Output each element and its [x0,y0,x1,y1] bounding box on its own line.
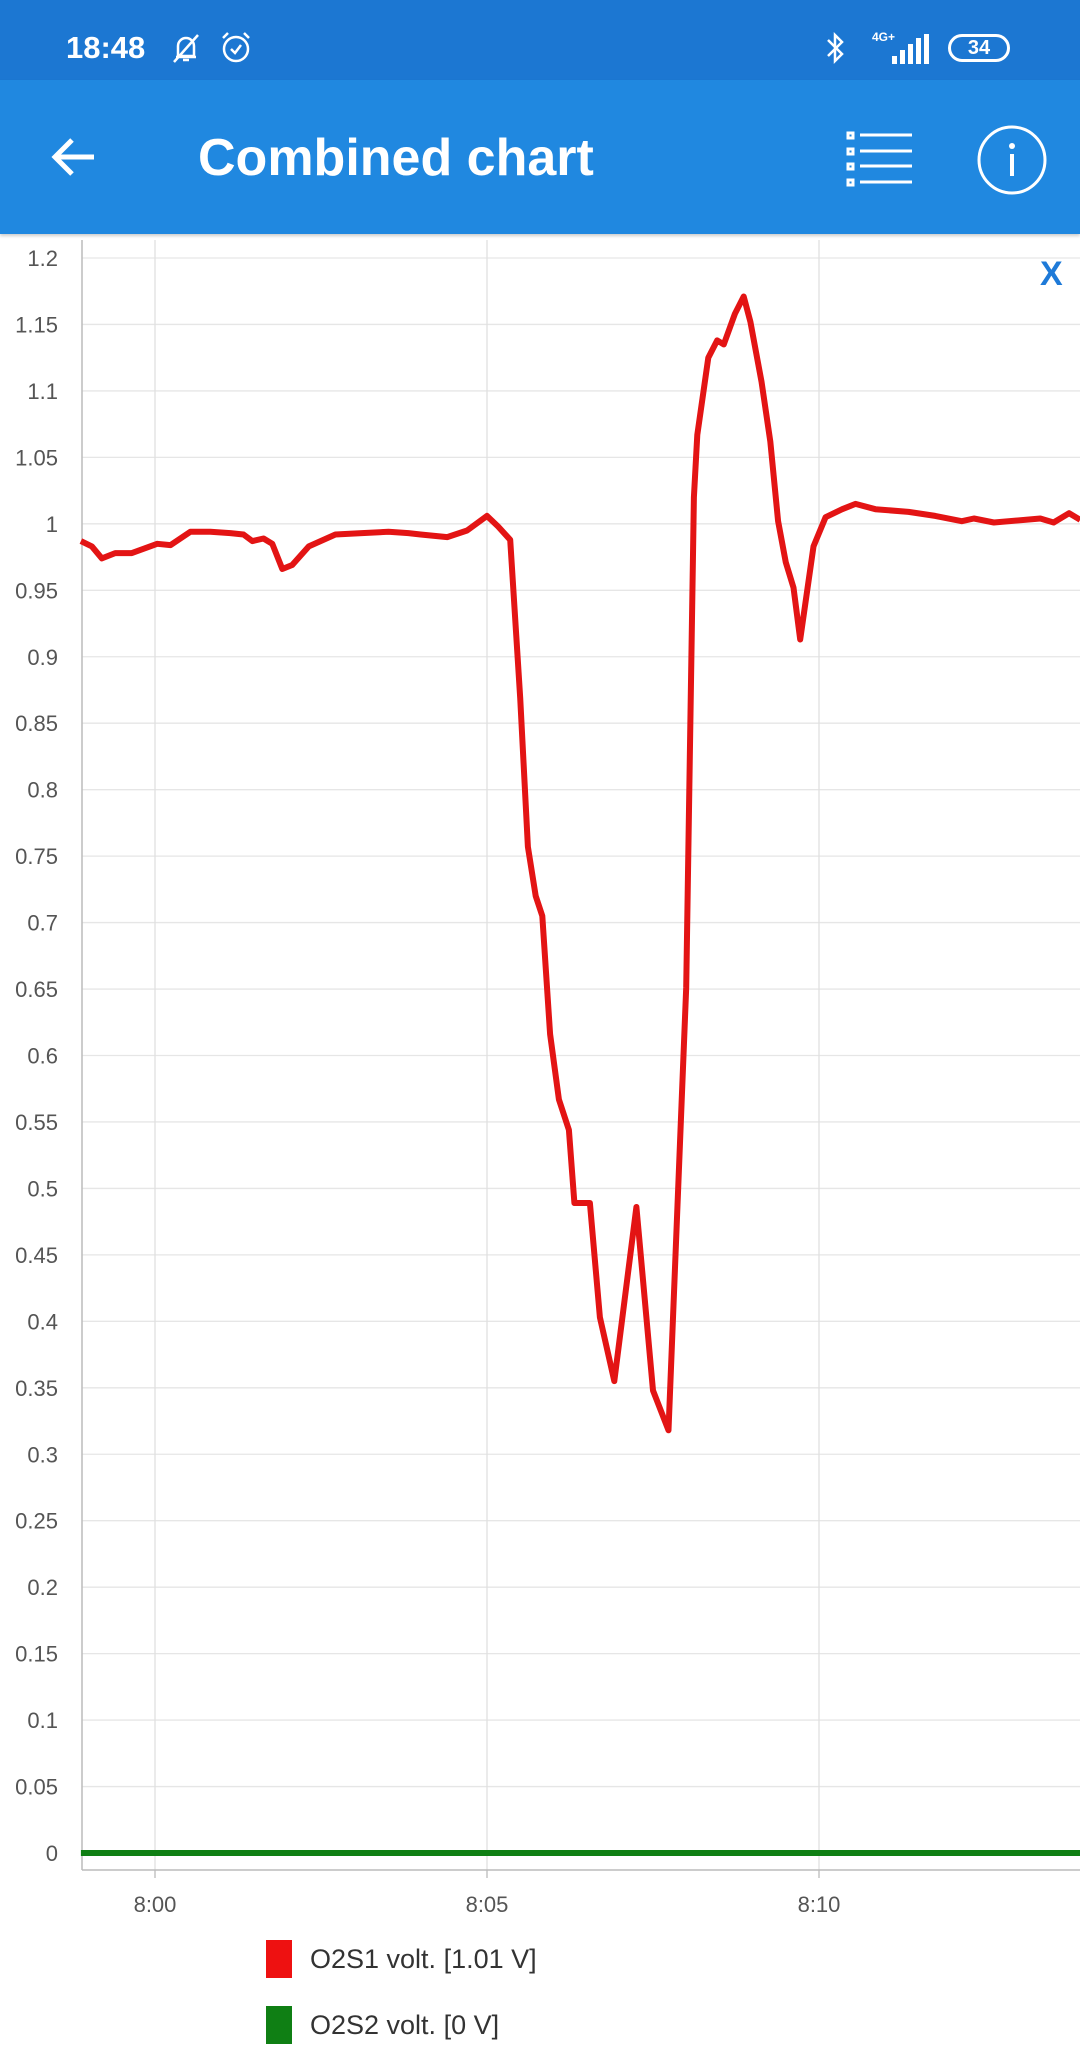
notifications-muted-icon [173,34,199,63]
x-tick-label: 8:10 [798,1892,841,1917]
battery-level: 34 [967,37,991,59]
y-tick-label: 0.15 [15,1642,58,1667]
y-tick-label: 1.05 [15,445,58,470]
y-tick-label: 0.8 [27,778,58,803]
network-type: 4G+ [872,30,896,44]
y-tick-label: 0.55 [15,1110,58,1135]
legend-swatch-green [266,2006,292,2044]
legend-item-o2s1[interactable]: O2S1 volt. [1.01 V] [266,1940,537,1978]
y-tick-label: 0.3 [27,1442,58,1467]
battery-icon: 34 [948,34,1010,62]
legend-label: O2S2 volt. [0 V] [310,2009,500,2040]
series-line-1 [79,293,1080,1434]
line-chart: 0 0.05 0.1 0.15 0.2 0.25 0.3 0.35 0.4 0.45 0.5 0.55… [15,240,1080,1917]
series-lines [79,293,1080,1856]
y-tick-label: 0 [46,1841,58,1866]
y-tick-label: 0.4 [27,1309,58,1334]
y-tick-label: 0.7 [27,911,58,936]
info-icon[interactable] [976,124,1048,196]
app-bar: Combined chart [0,80,1080,234]
grid [81,240,1080,1878]
y-tick-label: 0.2 [27,1575,58,1600]
bluetooth-icon [827,31,844,65]
arrow-left-icon[interactable] [48,130,102,184]
status-bar: 18:48 4G+ 34 [0,0,1080,80]
y-tick-label: 1.1 [27,379,58,404]
alarm-icon [222,32,250,63]
x-tick-label: 8:05 [466,1892,509,1917]
y-tick-label: 0.9 [27,645,58,670]
y-tick-label: 0.45 [15,1243,58,1268]
legend-swatch-red [266,1940,292,1978]
legend-item-o2s2[interactable]: O2S2 volt. [0 V] [266,2006,499,2044]
y-tick-label: 0.6 [27,1044,58,1069]
y-tick-label: 0.05 [15,1775,58,1800]
list-icon[interactable] [846,130,916,188]
y-tick-label: 0.35 [15,1376,58,1401]
y-tick-label: 0.85 [15,711,58,736]
status-time: 18:48 [66,30,146,65]
close-chart-button[interactable]: X [1040,255,1063,293]
y-tick-label: 0.1 [27,1708,58,1733]
signal-4g-icon [892,34,929,64]
y-tick-label: 0.65 [15,977,58,1002]
y-tick-label: 1.15 [15,312,58,337]
y-tick-label: 0.25 [15,1509,58,1534]
page-title: Combined chart [198,129,594,187]
y-tick-label: 0.95 [15,578,58,603]
y-tick-label: 0.75 [15,844,58,869]
tick-labels: 0 0.05 0.1 0.15 0.2 0.25 0.3 0.35 0.4 0.45 0.5 0.55… [15,246,840,1917]
y-tick-label: 1.2 [27,246,58,271]
y-tick-label: 1 [46,512,58,537]
x-tick-label: 8:00 [134,1892,177,1917]
legend-label: O2S1 volt. [1.01 V] [310,1943,537,1974]
y-tick-label: 0.5 [27,1176,58,1201]
